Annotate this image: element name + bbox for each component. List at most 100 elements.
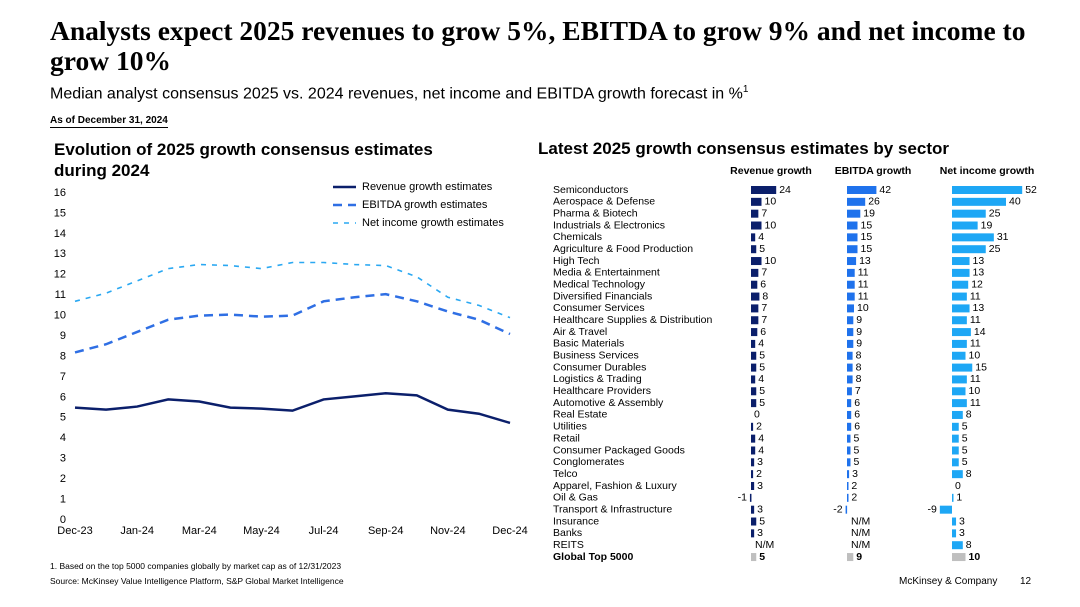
category-label: Retail <box>553 432 580 444</box>
value-label: 7 <box>855 385 861 397</box>
value-label: 6 <box>854 421 860 433</box>
value-label: 3 <box>757 456 763 468</box>
category-label: Consumer Services <box>553 302 645 314</box>
series-header: Net income growth <box>940 165 1035 177</box>
value-label: 13 <box>973 302 985 314</box>
category-label: Consumer Durables <box>553 361 646 373</box>
value-label: N/M <box>851 515 870 527</box>
value-label: 3 <box>959 515 965 527</box>
y-tick-label: 16 <box>54 187 66 199</box>
value-label: 5 <box>962 432 968 444</box>
value-label: 2 <box>756 468 762 480</box>
x-tick-label: Dec-23 <box>57 525 92 537</box>
category-label: Healthcare Supplies & Distribution <box>553 314 712 326</box>
value-label: 26 <box>868 196 880 208</box>
category-label: Consumer Packaged Goods <box>553 444 685 456</box>
value-label: N/M <box>755 539 774 551</box>
value-label: 5 <box>854 456 860 468</box>
value-label: 4 <box>758 444 764 456</box>
bar <box>952 470 963 479</box>
value-label: 10 <box>969 551 981 563</box>
category-label: Insurance <box>553 515 599 527</box>
category-label: Business Services <box>553 350 639 362</box>
bar <box>847 351 853 360</box>
bar <box>751 268 759 277</box>
subtitle-text: Median analyst consensus 2025 vs. 2024 r… <box>50 85 743 103</box>
value-label: 11 <box>970 338 981 350</box>
category-label: Oil & Gas <box>553 492 598 504</box>
bar <box>751 197 762 206</box>
category-label: Automotive & Assembly <box>553 397 664 409</box>
bar <box>751 233 756 242</box>
value-label: N/M <box>851 527 870 539</box>
value-label: 5 <box>759 551 765 563</box>
value-label: 10 <box>857 302 869 314</box>
bar <box>751 399 757 408</box>
value-label: 9 <box>856 326 862 338</box>
y-tick-label: 12 <box>54 269 66 281</box>
value-label: 7 <box>761 207 767 219</box>
bar <box>751 257 762 266</box>
page-number: 12 <box>1020 576 1032 587</box>
line-series <box>74 292 511 354</box>
value-label: 5 <box>962 456 968 468</box>
value-label: 3 <box>757 527 763 539</box>
bar <box>952 292 967 301</box>
category-label: Telco <box>553 468 578 480</box>
bar <box>952 529 957 538</box>
category-label: Transport & Infrastructure <box>553 503 672 515</box>
x-tick-label: Jan-24 <box>120 525 154 537</box>
bar <box>751 363 757 372</box>
bar <box>751 339 756 348</box>
series-header: EBITDA growth <box>835 165 912 177</box>
bar <box>952 399 967 408</box>
bar <box>952 493 954 502</box>
value-label: 5 <box>962 444 968 456</box>
footnote: 1. Based on the top 5000 companies globa… <box>50 561 342 571</box>
category-label: Medical Technology <box>553 279 646 291</box>
bar <box>952 517 957 526</box>
value-label: 5 <box>759 385 765 397</box>
value-label: 11 <box>970 397 981 409</box>
value-label: 10 <box>765 196 777 208</box>
bar <box>952 257 970 266</box>
bar <box>847 434 851 443</box>
bar <box>751 517 757 526</box>
value-label: 25 <box>989 243 1001 255</box>
category-label: Global Top 5000 <box>553 551 633 563</box>
bar <box>952 446 959 455</box>
x-tick-label: Sep-24 <box>368 525 403 537</box>
bar <box>751 351 757 360</box>
bar <box>847 268 855 277</box>
y-tick-label: 2 <box>60 473 66 485</box>
value-label: 4 <box>758 432 764 444</box>
value-label: 0 <box>955 480 961 492</box>
category-label: Apparel, Fashion & Luxury <box>553 480 677 492</box>
value-label: 7 <box>761 302 767 314</box>
bar <box>847 197 866 206</box>
value-label: 15 <box>861 243 873 255</box>
value-label: 10 <box>765 255 777 267</box>
value-label: 8 <box>762 290 768 302</box>
bar <box>952 209 986 218</box>
bar-chart-title: Latest 2025 growth consensus estimates b… <box>538 139 949 158</box>
bar <box>952 553 966 562</box>
value-label: 5 <box>854 444 860 456</box>
y-tick-label: 13 <box>54 248 66 260</box>
value-label: 5 <box>759 243 765 255</box>
bar <box>847 493 849 502</box>
bar <box>847 553 854 562</box>
x-tick-label: Jul-24 <box>309 525 339 537</box>
bar <box>751 470 754 479</box>
bar <box>749 493 752 502</box>
y-tick-label: 8 <box>60 350 66 362</box>
bar <box>847 387 852 396</box>
bar <box>939 505 952 514</box>
bar <box>952 339 967 348</box>
x-tick-label: Nov-24 <box>430 525 465 537</box>
bar <box>751 186 777 194</box>
bar <box>952 233 994 242</box>
y-tick-label: 0 <box>60 514 66 526</box>
value-label: 10 <box>969 385 981 397</box>
